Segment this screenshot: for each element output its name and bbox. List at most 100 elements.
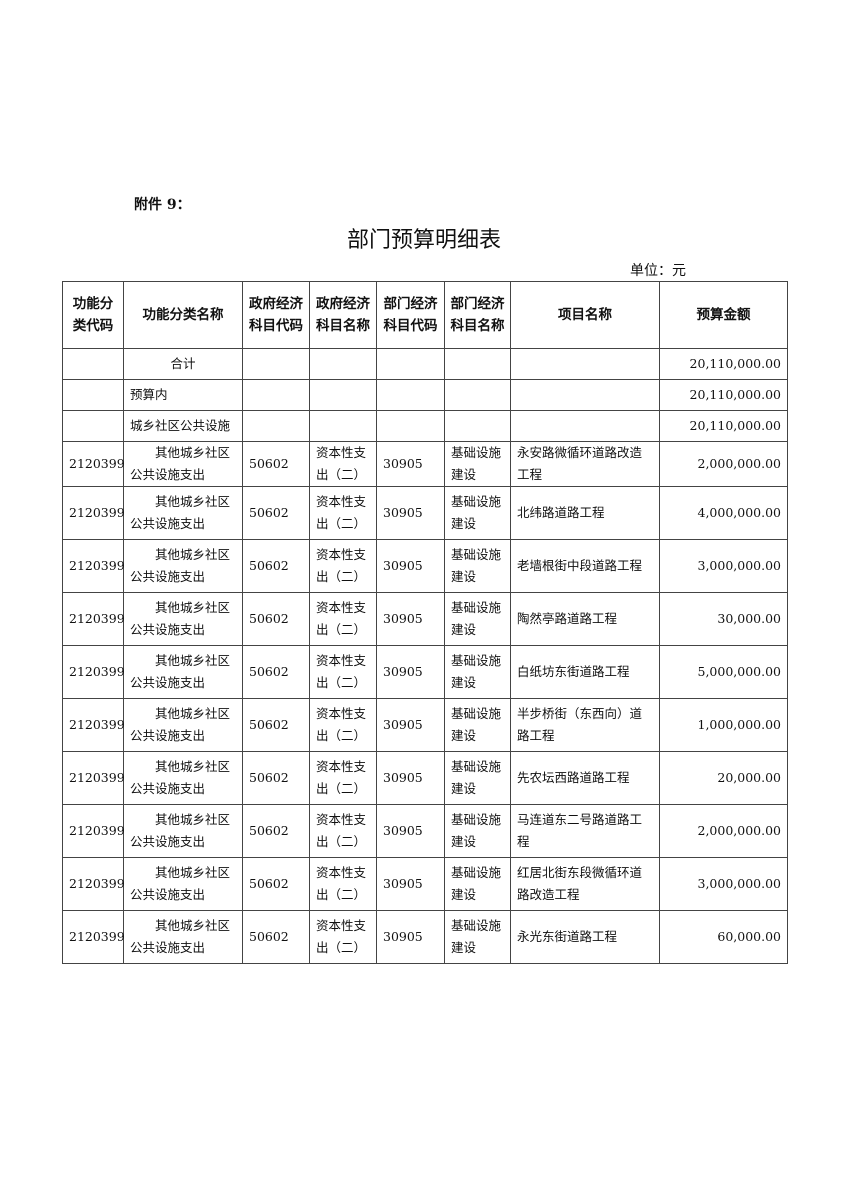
func-name-cell: 其他城乡社区公共设施支出	[123, 592, 243, 646]
func-name-cell: 其他城乡社区公共设施支出	[123, 698, 243, 752]
func-name-cell: 其他城乡社区公共设施支出	[123, 857, 243, 911]
amount-cell: 3,000,000.00	[659, 539, 788, 593]
table-row: 2120399 其他城乡社区公共设施支出 50602 资本性支出（二） 30905 基础设…	[62, 804, 788, 858]
empty-cell	[444, 379, 511, 411]
summary-amount: 20,110,000.00	[659, 410, 788, 442]
summary-label: 合计	[123, 348, 243, 380]
func-code-cell: 2120399	[62, 539, 125, 593]
summary-label: 城乡社区公共设施	[123, 410, 243, 442]
gov-name-cell: 资本性支出（二）	[309, 804, 377, 858]
gov-name-cell: 资本性支出（二）	[309, 910, 377, 964]
summary-row: 合计 20,110,000.00	[62, 348, 788, 380]
unit-label: 单位：元	[630, 263, 686, 279]
summary-label: 预算内	[123, 379, 243, 411]
project-cell: 先农坛西路道路工程	[510, 751, 660, 805]
func-code-cell: 2120399	[62, 645, 125, 699]
table-row: 2120399 其他城乡社区公共设施支出 50602 资本性支出（二） 30905 基础设…	[62, 486, 788, 540]
empty-cell	[309, 410, 377, 442]
empty-cell	[376, 410, 445, 442]
func-name-cell: 其他城乡社区公共设施支出	[123, 804, 243, 858]
func-name-cell: 其他城乡社区公共设施支出	[123, 751, 243, 805]
gov-name-cell: 资本性支出（二）	[309, 441, 377, 487]
func-code-cell: 2120399	[62, 486, 125, 540]
table-row: 2120399 其他城乡社区公共设施支出 50602 资本性支出（二） 30905 基础设…	[62, 751, 788, 805]
dept-name-cell: 基础设施建设	[444, 698, 511, 752]
dept-name-cell: 基础设施建设	[444, 645, 511, 699]
amount-cell: 4,000,000.00	[659, 486, 788, 540]
empty-cell	[510, 379, 660, 411]
project-cell: 马连道东二号路道路工程	[510, 804, 660, 858]
dept-code-cell: 30905	[376, 486, 445, 540]
func-code-cell: 2120399	[62, 698, 125, 752]
func-code-cell: 2120399	[62, 751, 125, 805]
project-cell: 北纬路道路工程	[510, 486, 660, 540]
func-name-cell: 其他城乡社区公共设施支出	[123, 539, 243, 593]
func-code-cell: 2120399	[62, 857, 125, 911]
dept-name-cell: 基础设施建设	[444, 857, 511, 911]
dept-name-cell: 基础设施建设	[444, 539, 511, 593]
project-cell: 永光东街道路工程	[510, 910, 660, 964]
dept-code-cell: 30905	[376, 539, 445, 593]
empty-cell	[62, 348, 124, 380]
empty-cell	[444, 410, 511, 442]
header-dept-code: 部门经济科目代码	[376, 281, 445, 349]
gov-code-cell: 50602	[242, 804, 310, 858]
dept-code-cell: 30905	[376, 592, 445, 646]
summary-row: 城乡社区公共设施 20,110,000.00	[62, 410, 788, 442]
amount-cell: 2,000,000.00	[659, 804, 788, 858]
empty-cell	[444, 348, 511, 380]
gov-name-cell: 资本性支出（二）	[309, 698, 377, 752]
table-row: 2120399 其他城乡社区公共设施支出 50602 资本性支出（二） 30905 基础设…	[62, 698, 788, 752]
amount-cell: 1,000,000.00	[659, 698, 788, 752]
dept-name-cell: 基础设施建设	[444, 910, 511, 964]
table-row: 2120399 其他城乡社区公共设施支出 50602 资本性支出（二） 30905 基础设…	[62, 857, 788, 911]
gov-code-cell: 50602	[242, 751, 310, 805]
table-row: 2120399 其他城乡社区公共设施支出 50602 资本性支出（二） 30905 基础设…	[62, 441, 788, 487]
dept-name-cell: 基础设施建设	[444, 592, 511, 646]
amount-cell: 20,000.00	[659, 751, 788, 805]
project-cell: 半步桥街（东西向）道路工程	[510, 698, 660, 752]
summary-amount: 20,110,000.00	[659, 379, 788, 411]
dept-name-cell: 基础设施建设	[444, 804, 511, 858]
gov-name-cell: 资本性支出（二）	[309, 751, 377, 805]
dept-code-cell: 30905	[376, 751, 445, 805]
empty-cell	[62, 379, 124, 411]
table-row: 2120399 其他城乡社区公共设施支出 50602 资本性支出（二） 30905 基础设…	[62, 645, 788, 699]
summary-row: 预算内 20,110,000.00	[62, 379, 788, 411]
empty-cell	[309, 379, 377, 411]
project-cell: 白纸坊东街道路工程	[510, 645, 660, 699]
amount-cell: 3,000,000.00	[659, 857, 788, 911]
page-title: 部门预算明细表	[346, 228, 501, 253]
amount-cell: 5,000,000.00	[659, 645, 788, 699]
header-gov-code: 政府经济科目代码	[242, 281, 310, 349]
gov-name-cell: 资本性支出（二）	[309, 539, 377, 593]
table-row: 2120399 其他城乡社区公共设施支出 50602 资本性支出（二） 30905 基础设…	[62, 592, 788, 646]
func-code-cell: 2120399	[62, 910, 125, 964]
gov-code-cell: 50602	[242, 441, 310, 487]
func-name-cell: 其他城乡社区公共设施支出	[123, 910, 243, 964]
project-cell: 红居北街东段微循环道路改造工程	[510, 857, 660, 911]
empty-cell	[376, 379, 445, 411]
project-cell: 老墙根街中段道路工程	[510, 539, 660, 593]
empty-cell	[309, 348, 377, 380]
gov-code-cell: 50602	[242, 645, 310, 699]
table-row: 2120399 其他城乡社区公共设施支出 50602 资本性支出（二） 30905 基础设…	[62, 910, 788, 964]
gov-name-cell: 资本性支出（二）	[309, 592, 377, 646]
budget-table: 功能分类代码 功能分类名称 政府经济科目代码 政府经济科目名称 部门经济科目代码…	[62, 281, 788, 964]
func-name-cell: 其他城乡社区公共设施支出	[123, 486, 243, 540]
func-name-cell: 其他城乡社区公共设施支出	[123, 645, 243, 699]
gov-name-cell: 资本性支出（二）	[309, 486, 377, 540]
gov-code-cell: 50602	[242, 698, 310, 752]
gov-name-cell: 资本性支出（二）	[309, 857, 377, 911]
gov-code-cell: 50602	[242, 592, 310, 646]
empty-cell	[242, 379, 310, 411]
empty-cell	[62, 410, 124, 442]
header-amount: 预算金额	[659, 281, 788, 349]
func-name-cell: 其他城乡社区公共设施支出	[123, 441, 243, 487]
header-dept-name: 部门经济科目名称	[444, 281, 511, 349]
header-gov-name: 政府经济科目名称	[309, 281, 377, 349]
gov-code-cell: 50602	[242, 539, 310, 593]
project-cell: 陶然亭路道路工程	[510, 592, 660, 646]
empty-cell	[242, 410, 310, 442]
header-project: 项目名称	[510, 281, 660, 349]
